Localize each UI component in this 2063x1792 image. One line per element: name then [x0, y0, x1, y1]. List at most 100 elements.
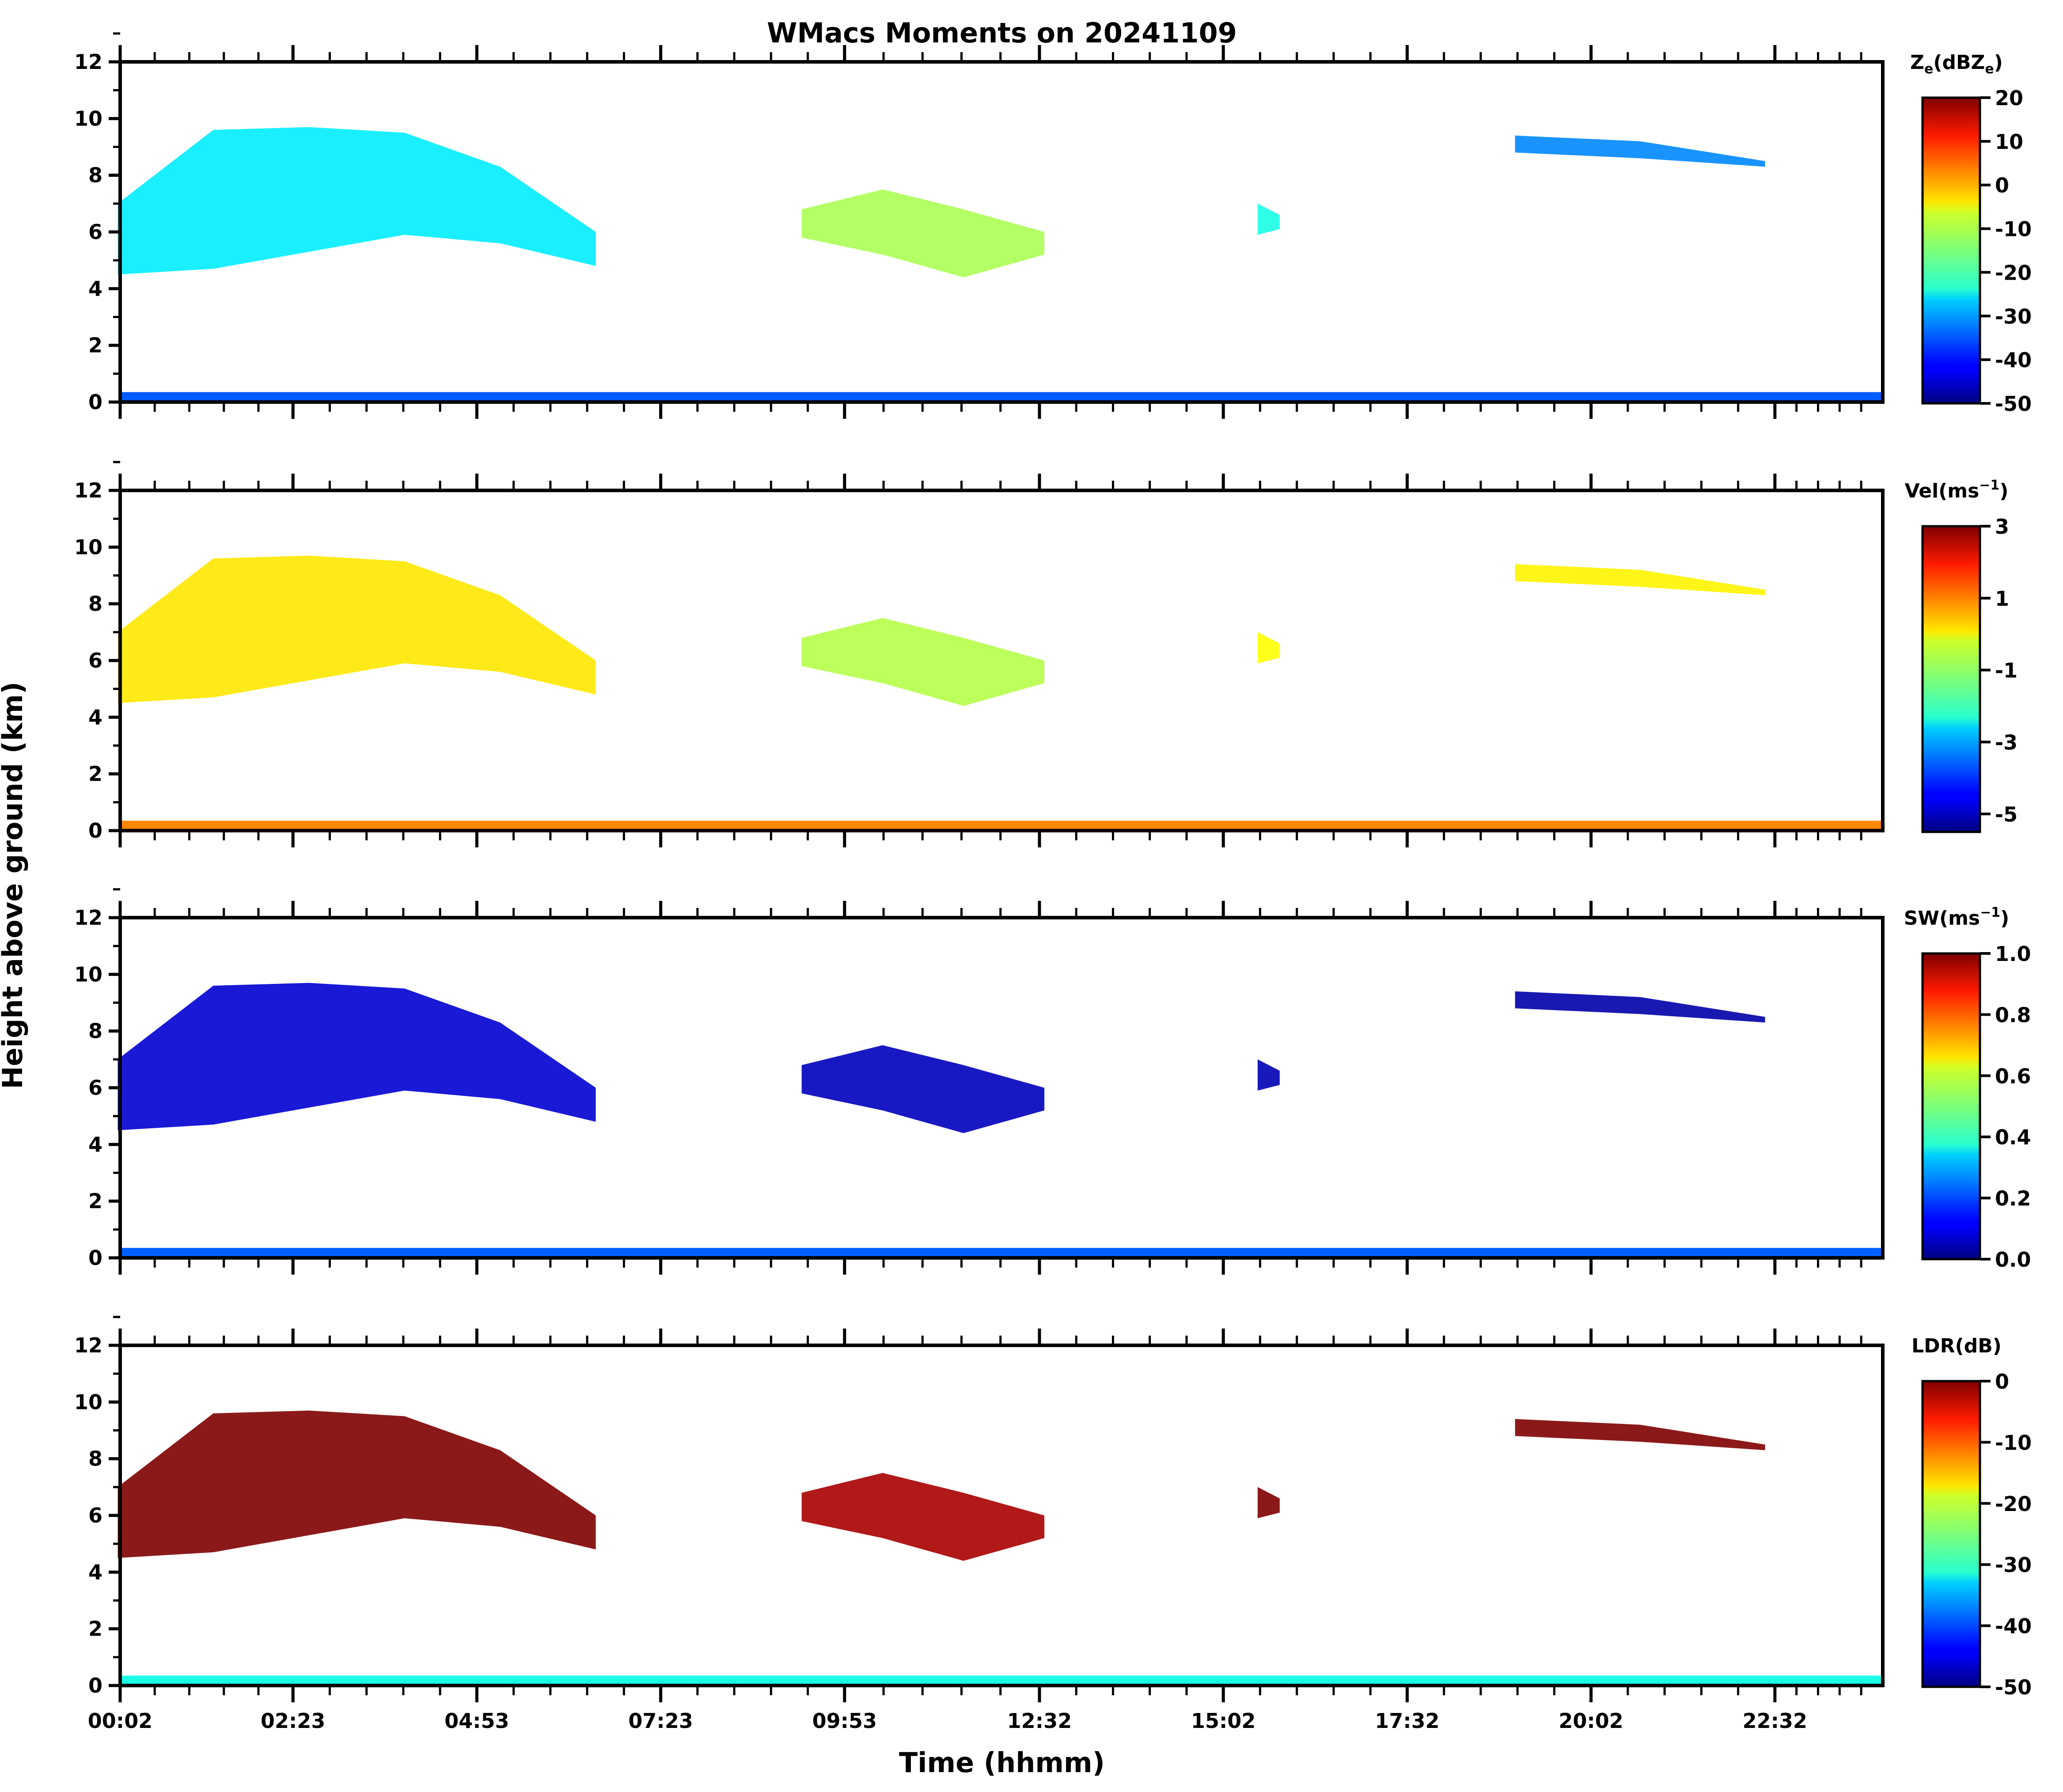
y-tick-label: 4 [88, 705, 102, 729]
x-tick-label: 15:02 [1191, 1709, 1255, 1733]
x-tick-label: 20:02 [1559, 1709, 1623, 1733]
colorbar-title-end: ) [1999, 480, 2008, 502]
x-tick-label: 09:53 [812, 1709, 877, 1733]
y-tick-label: 6 [88, 649, 102, 672]
panels-container: 02468101220100-10-20-30-40-50Ze(dBZe)024… [74, 32, 2032, 1733]
x-tick-label: 00:02 [88, 1709, 152, 1733]
colorbar-tick-label: 0 [1995, 174, 2009, 197]
colorbar-title-end: ) [2000, 907, 2009, 930]
x-tick-label: 02:23 [261, 1709, 325, 1733]
cloud-layer-4 [1515, 991, 1765, 1023]
colorbar-tick-label: 0.2 [1995, 1187, 2031, 1211]
y-tick-label: 8 [88, 163, 102, 187]
cloud-layer-1 [118, 127, 596, 275]
colorbar [1921, 96, 1981, 405]
x-axis-title: Time (hhmm) [899, 1746, 1105, 1779]
colorbar-title-mid: (dBZ [1933, 51, 1985, 74]
colorbar-tick-label: -20 [1995, 261, 2032, 285]
colorbar-tick-label: 1.0 [1995, 942, 2031, 966]
y-tick-label: 12 [74, 50, 102, 74]
cloud-layer-3 [1257, 632, 1280, 664]
colorbar-title-sup: −1 [1980, 905, 2000, 920]
colorbar-tick-label: 0.0 [1995, 1248, 2031, 1272]
y-axis-title: Height above ground (km) [0, 682, 29, 1089]
panel-reflectivity: 0 2 4 6 8 10 12 20 10 0 -10 -20 -30 -40 -50 Ze(dBZe) [74, 32, 2032, 419]
y-tick-label: 4 [88, 277, 102, 300]
colorbar-title-main: Vel(ms [1905, 480, 1980, 502]
y-tick-label: 2 [88, 334, 102, 357]
cloud-layer-1 [118, 983, 596, 1131]
y-tick-label: 12 [74, 478, 102, 502]
colorbar-tick-label: -40 [1995, 1614, 2032, 1638]
colorbar-tick-label: -10 [1995, 1431, 2032, 1454]
y-tick-label: 8 [88, 1447, 102, 1471]
x-tick-label: 17:32 [1375, 1709, 1439, 1733]
colorbar-tick-label: -50 [1995, 392, 2032, 416]
colorbar-title-main: LDR(dB) [1911, 1335, 2002, 1357]
colorbar-tick-label: 0.8 [1995, 1003, 2031, 1027]
y-tick-label: 12 [74, 1333, 102, 1357]
colorbar-title-main: Z [1910, 51, 1924, 74]
y-tick-label: 6 [88, 1076, 102, 1100]
colorbar-title: Ze(dBZe) [1910, 51, 2003, 77]
colorbar-tick-label: -20 [1995, 1492, 2032, 1516]
y-tick-label: 4 [88, 1132, 102, 1156]
colorbar-tick-label: 20 [1995, 86, 2023, 110]
y-tick-label: 0 [88, 819, 102, 843]
colorbar-tick-label: -3 [1995, 730, 2017, 754]
colorbar-title-sup: −1 [1979, 478, 1999, 493]
cloud-layer-3 [1257, 203, 1280, 235]
x-tick-label: 07:23 [628, 1709, 693, 1733]
cloud-layer-2 [801, 618, 1045, 706]
y-tick-label: 0 [88, 1246, 102, 1270]
cloud-layer-3 [1257, 1059, 1280, 1091]
cloud-layer-4 [1515, 564, 1765, 596]
cloud-layer-4 [1515, 1419, 1765, 1450]
y-tick-label: 10 [74, 106, 102, 130]
colorbar-tick-label: 0 [1995, 1370, 2009, 1393]
colorbar-tick-label: -30 [1995, 304, 2032, 328]
colorbar-title-sub: e [1924, 61, 1933, 77]
y-tick-label: 8 [88, 592, 102, 616]
y-tick-label: 0 [88, 1674, 102, 1697]
colorbar-tick-label: -1 [1995, 659, 2017, 683]
surface-layer [120, 820, 1883, 831]
colorbar [1921, 525, 1981, 833]
colorbar-title-main: SW(ms [1904, 907, 1980, 930]
y-tick-label: 4 [88, 1560, 102, 1584]
y-tick-label: 6 [88, 220, 102, 244]
x-tick-label: 12:32 [1007, 1709, 1072, 1733]
colorbar-title: LDR(dB) [1911, 1335, 2002, 1357]
colorbar-tick-label: -30 [1995, 1553, 2032, 1577]
y-tick-label: 2 [88, 762, 102, 786]
colorbar-tick-label: 0.6 [1995, 1064, 2031, 1088]
colorbar [1921, 952, 1981, 1260]
colorbar-title: Vel(ms−1) [1905, 478, 2009, 502]
surface-layer [120, 1675, 1883, 1686]
figure-title: WMacs Moments on 20241109 [767, 17, 1237, 49]
y-tick-label: 8 [88, 1019, 102, 1043]
cloud-layer-1 [118, 1410, 596, 1558]
cloud-layer-4 [1515, 135, 1765, 167]
y-tick-label: 10 [74, 535, 102, 559]
colorbar-title: SW(ms−1) [1904, 905, 2010, 930]
cloud-layer-1 [118, 555, 596, 703]
colorbar-title-sub-2: e [1985, 61, 1994, 77]
y-tick-label: 0 [88, 390, 102, 414]
y-tick-label: 10 [74, 962, 102, 986]
colorbar [1921, 1380, 1981, 1688]
colorbar-tick-label: 1 [1995, 587, 2009, 611]
y-tick-label: 12 [74, 906, 102, 930]
y-tick-label: 2 [88, 1617, 102, 1641]
y-tick-label: 6 [88, 1503, 102, 1527]
panel-velocity: 0 2 4 6 8 10 12 3 1 -1 -3 -5 Vel(ms−1) [74, 461, 2017, 847]
panel-ldr: 0 2 4 6 8 10 12 00:02 02:23 04:53 07:23 09:53 12:32 1… [74, 1316, 2032, 1733]
colorbar-tick-label: -5 [1995, 802, 2017, 826]
x-tick-label: 22:32 [1743, 1709, 1807, 1733]
colorbar-tick-label: 0.4 [1995, 1125, 2031, 1149]
x-tick-label: 04:53 [444, 1709, 509, 1733]
surface-layer [120, 392, 1883, 402]
cloud-layer-2 [801, 1473, 1045, 1561]
panel-spectrum-width: 0 2 4 6 8 10 12 1.0 0.8 0.6 0.4 0.2 0.0 SW(ms−1) [74, 888, 2031, 1275]
